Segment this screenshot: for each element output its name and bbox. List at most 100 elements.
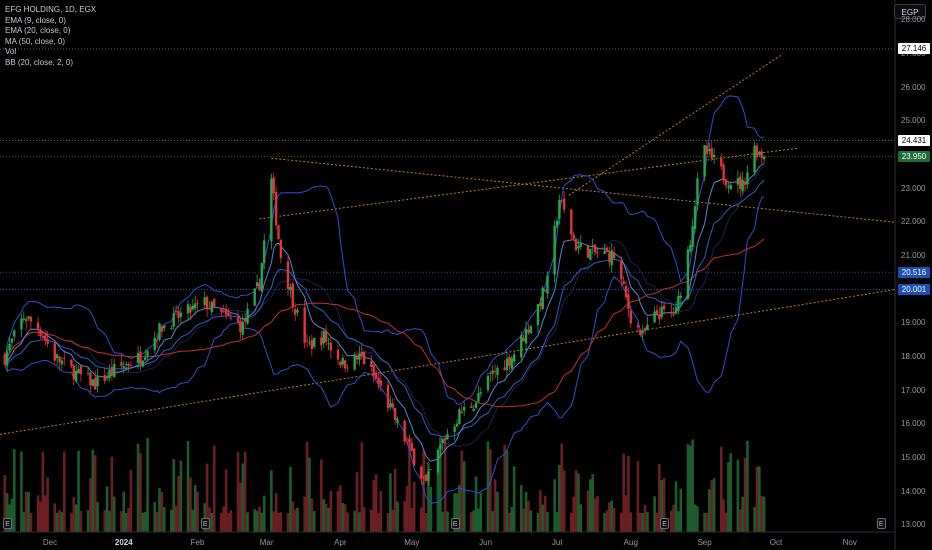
- candle-body: [410, 442, 413, 451]
- candle-body: [41, 335, 45, 338]
- volume-bar: [429, 486, 433, 532]
- candle-body: [189, 307, 192, 313]
- volume-bar: [189, 477, 192, 532]
- volume-bar: [477, 508, 480, 532]
- candle-body: [570, 209, 573, 235]
- candle-body: [508, 356, 511, 366]
- volume-bar: [110, 456, 114, 532]
- candle-body: [693, 206, 697, 230]
- candle-body: [470, 405, 473, 408]
- volume-bar: [424, 512, 428, 532]
- volume-bar: [286, 512, 290, 532]
- price-tick-label: 22.000: [901, 217, 926, 227]
- candle-body: [612, 252, 616, 259]
- volume-bar: [420, 507, 423, 532]
- volume-bar: [143, 512, 147, 532]
- candle-body: [429, 469, 433, 471]
- volume-bar: [260, 512, 264, 532]
- trendline: [259, 147, 798, 220]
- candle-body: [355, 356, 359, 360]
- volume-bar: [558, 464, 561, 532]
- ema20-line: [4, 179, 765, 438]
- volume-bar: [653, 496, 656, 532]
- legend-ema9[interactable]: EMA (9, close, 0): [5, 15, 66, 25]
- candle-body: [336, 349, 340, 360]
- time-tick-label: Feb: [190, 538, 205, 547]
- candle-body: [620, 261, 623, 280]
- volume-bar: [493, 479, 497, 532]
- candle-body: [708, 149, 711, 152]
- legend-ma50[interactable]: MA (50, close, 0): [5, 36, 66, 46]
- candle-body: [308, 342, 311, 344]
- legend-vol[interactable]: Vol: [5, 47, 17, 56]
- price-lines: [0, 48, 895, 291]
- candle-body: [374, 372, 378, 379]
- candle-body: [55, 354, 59, 359]
- candle-body: [710, 148, 713, 159]
- candles: [3, 139, 766, 486]
- volume-bar: [346, 512, 349, 532]
- candle-body: [191, 305, 195, 310]
- candle-body: [705, 145, 709, 154]
- candle-body: [760, 151, 763, 159]
- volume-bar: [372, 480, 376, 532]
- volume-bar: [693, 504, 697, 532]
- volume-bar: [210, 512, 214, 532]
- candle-body: [474, 402, 478, 408]
- volume-bar: [572, 496, 575, 532]
- candle-body: [29, 316, 33, 322]
- candle-body: [729, 184, 732, 190]
- candle-body: [203, 297, 206, 306]
- time-tick-label: May: [404, 538, 420, 547]
- candle-body: [291, 283, 294, 308]
- volume-bar: [10, 498, 14, 532]
- volume-bar: [310, 498, 314, 532]
- candle-body: [670, 311, 673, 313]
- candle-body: [541, 287, 544, 310]
- volume-bar: [727, 462, 730, 532]
- time-tick-label: Oct: [769, 538, 783, 547]
- candle-body: [389, 403, 392, 408]
- legend-ema20[interactable]: EMA (20, close, 0): [5, 26, 71, 35]
- candle-body: [27, 316, 30, 319]
- volume-bar: [608, 502, 611, 532]
- candle-body: [622, 281, 625, 285]
- volume-bar: [255, 510, 259, 532]
- time-tick-label: Sep: [697, 538, 712, 547]
- candle-body: [672, 314, 675, 316]
- volume-bar: [146, 438, 149, 532]
- volume-bar: [688, 445, 692, 532]
- volume-bar: [374, 474, 378, 532]
- symbol-header[interactable]: EFG HOLDING, 1D, EGX: [5, 5, 97, 14]
- volume-bar: [305, 441, 309, 532]
- volume-bar: [605, 510, 609, 532]
- indicator-legend: EFG HOLDING, 1D, EGX EMA (9, close, 0) E…: [5, 5, 96, 68]
- currency-button[interactable]: EGP: [894, 4, 926, 19]
- candle-body: [108, 370, 111, 378]
- volume-bar: [129, 469, 133, 532]
- candle-body: [179, 312, 183, 318]
- candle-body: [10, 338, 14, 343]
- volume-bar: [696, 505, 699, 532]
- volume-bar: [24, 491, 28, 532]
- candle-body: [412, 448, 416, 466]
- candle-body: [79, 366, 83, 375]
- volume-bar: [58, 510, 61, 532]
- volume-bar: [472, 510, 475, 532]
- candle-body: [577, 245, 580, 249]
- candle-body: [96, 376, 99, 387]
- candle-body: [220, 309, 223, 312]
- volume-bar: [241, 463, 245, 532]
- volume-bar: [541, 504, 545, 532]
- volume-bar: [760, 496, 764, 532]
- candle-body: [646, 324, 649, 331]
- bollinger-bands: [4, 95, 765, 504]
- volume-bar: [569, 512, 573, 532]
- volume-bar: [303, 496, 306, 532]
- volume-bar: [443, 439, 447, 532]
- candle-body: [591, 245, 594, 247]
- candle-body: [253, 288, 256, 306]
- volume-bar: [312, 510, 316, 532]
- legend-bb[interactable]: BB (20, close, 2, 0): [5, 57, 74, 67]
